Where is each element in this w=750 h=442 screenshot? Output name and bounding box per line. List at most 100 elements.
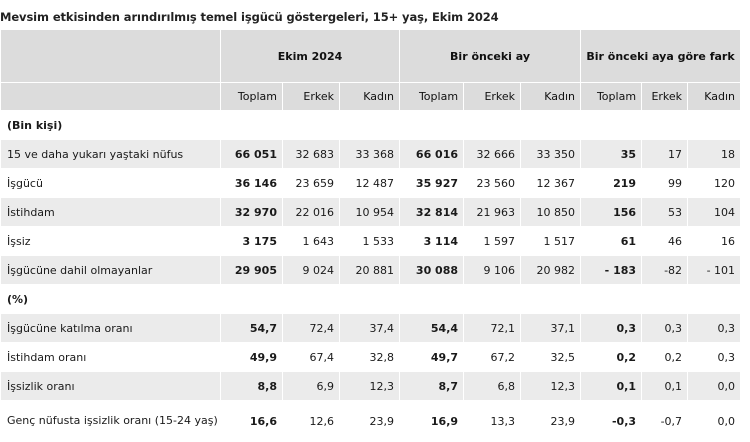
table-row: Genç nüfusta işsizlik oranı (15-24 yaş) … xyxy=(0,400,742,442)
cell: 13,3 xyxy=(463,400,522,442)
cell: 120 xyxy=(687,168,742,198)
cell: 66 051 xyxy=(220,139,283,169)
cell: 10 954 xyxy=(338,197,401,227)
cell: 20 881 xyxy=(338,255,401,285)
row-label: İşgücüne katılma oranı xyxy=(0,313,221,343)
cell: 12,3 xyxy=(338,371,401,401)
cell: 0,1 xyxy=(641,371,689,401)
corner-cell xyxy=(0,29,221,83)
section-label-thousand-persons: (Bin kişi) xyxy=(0,110,742,140)
subheader-total: Toplam xyxy=(220,82,283,111)
cell: 30 088 xyxy=(399,255,465,285)
cell: 32,5 xyxy=(520,342,582,372)
row-label: Genç nüfusta işsizlik oranı (15-24 yaş) xyxy=(0,400,221,442)
cell: 61 xyxy=(580,226,643,256)
cell: 67,2 xyxy=(463,342,522,372)
cell: 0,0 xyxy=(687,400,742,442)
cell: 23,9 xyxy=(338,400,401,442)
cell: 32 666 xyxy=(463,139,522,169)
cell: 54,4 xyxy=(399,313,465,343)
cell: 1 643 xyxy=(282,226,340,256)
table-row: İstihdam oranı 49,9 67,4 32,8 49,7 67,2 … xyxy=(0,342,742,372)
cell: 219 xyxy=(580,168,643,198)
cell: 23 560 xyxy=(463,168,522,198)
subheader-female: Kadın xyxy=(338,82,401,111)
cell: 1 533 xyxy=(338,226,401,256)
cell: 12 487 xyxy=(338,168,401,198)
cell: 12 367 xyxy=(520,168,582,198)
cell: 37,4 xyxy=(338,313,401,343)
cell: 9 024 xyxy=(282,255,340,285)
cell: 23 659 xyxy=(282,168,340,198)
table-title: Mevsim etkisinden arındırılmış temel işg… xyxy=(0,10,499,24)
subheader-male: Erkek xyxy=(463,82,522,111)
cell: 53 xyxy=(641,197,689,227)
cell: 32 970 xyxy=(220,197,283,227)
cell: 32,8 xyxy=(338,342,401,372)
cell: 0,3 xyxy=(687,342,742,372)
cell: 29 905 xyxy=(220,255,283,285)
subheader-female: Kadın xyxy=(520,82,582,111)
row-label: İşgücüne dahil olmayanlar xyxy=(0,255,221,285)
cell: 36 146 xyxy=(220,168,283,198)
subheader-female: Kadın xyxy=(687,82,742,111)
cell: 33 368 xyxy=(338,139,401,169)
row-label: İşsizlik oranı xyxy=(0,371,221,401)
cell: 49,9 xyxy=(220,342,283,372)
cell: 21 963 xyxy=(463,197,522,227)
cell: -0,7 xyxy=(641,400,689,442)
cell: 3 114 xyxy=(399,226,465,256)
cell: 18 xyxy=(687,139,742,169)
cell: 20 982 xyxy=(520,255,582,285)
table-row: 15 ve daha yukarı yaştaki nüfus 66 051 3… xyxy=(0,139,742,169)
table-row: İşgücüne dahil olmayanlar 29 905 9 024 2… xyxy=(0,255,742,285)
cell: 37,1 xyxy=(520,313,582,343)
cell: 23,9 xyxy=(520,400,582,442)
subheader-male: Erkek xyxy=(282,82,340,111)
cell: 66 016 xyxy=(399,139,465,169)
cell: 35 xyxy=(580,139,643,169)
cell: -82 xyxy=(641,255,689,285)
cell: - 183 xyxy=(580,255,643,285)
subheader-total: Toplam xyxy=(580,82,643,111)
cell: 1 597 xyxy=(463,226,522,256)
cell: 16,6 xyxy=(220,400,283,442)
cell: 1 517 xyxy=(520,226,582,256)
section-label-percent: (%) xyxy=(0,284,742,314)
cell: 32 683 xyxy=(282,139,340,169)
group-header-previous: Bir önceki ay xyxy=(399,29,582,83)
row-label: 15 ve daha yukarı yaştaki nüfus xyxy=(0,139,221,169)
cell: 16,9 xyxy=(399,400,465,442)
cell: 8,7 xyxy=(399,371,465,401)
cell: 72,4 xyxy=(282,313,340,343)
cell: - 101 xyxy=(687,255,742,285)
table-row: İstihdam 32 970 22 016 10 954 32 814 21 … xyxy=(0,197,742,227)
row-label: İstihdam oranı xyxy=(0,342,221,372)
cell: 0,1 xyxy=(580,371,643,401)
row-label: İstihdam xyxy=(0,197,221,227)
table-row: İşsizlik oranı 8,8 6,9 12,3 8,7 6,8 12,3… xyxy=(0,371,742,401)
cell: 12,6 xyxy=(282,400,340,442)
subheader-male: Erkek xyxy=(641,82,689,111)
group-header-difference: Bir önceki aya göre fark xyxy=(580,29,742,83)
cell: 6,9 xyxy=(282,371,340,401)
cell: 22 016 xyxy=(282,197,340,227)
subheader-total: Toplam xyxy=(399,82,465,111)
cell: 8,8 xyxy=(220,371,283,401)
table-row: İşsiz 3 175 1 643 1 533 3 114 1 597 1 51… xyxy=(0,226,742,256)
cell: 9 106 xyxy=(463,255,522,285)
cell: 12,3 xyxy=(520,371,582,401)
cell: 72,1 xyxy=(463,313,522,343)
labour-force-table: Ekim 2024 Bir önceki ay Bir önceki aya g… xyxy=(0,29,742,442)
cell: 33 350 xyxy=(520,139,582,169)
cell: 35 927 xyxy=(399,168,465,198)
cell: 0,0 xyxy=(687,371,742,401)
cell: -0,3 xyxy=(580,400,643,442)
cell: 3 175 xyxy=(220,226,283,256)
cell: 10 850 xyxy=(520,197,582,227)
cell: 0,2 xyxy=(580,342,643,372)
cell: 0,2 xyxy=(641,342,689,372)
cell: 0,3 xyxy=(580,313,643,343)
cell: 156 xyxy=(580,197,643,227)
cell: 6,8 xyxy=(463,371,522,401)
